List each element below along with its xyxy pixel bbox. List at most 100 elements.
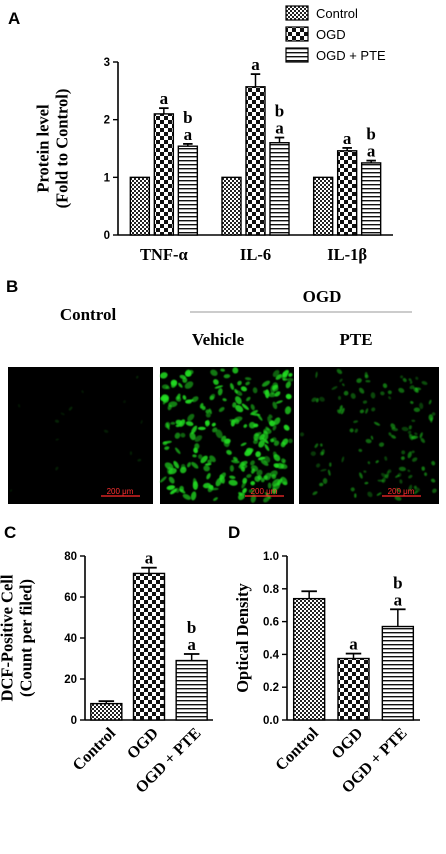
fluorescent-cell	[367, 491, 373, 498]
fluorescent-cell	[229, 465, 234, 472]
x-category-label: IL-6	[240, 245, 271, 264]
fluorescent-cell	[220, 435, 227, 443]
legend-swatch	[285, 26, 309, 42]
fluorescent-cell	[378, 442, 385, 447]
significance-label: a	[251, 55, 260, 74]
fluorescent-cell	[237, 380, 242, 386]
fluorescent-cell	[137, 458, 142, 462]
fluorescent-cell	[274, 463, 279, 468]
fluorescent-cell	[272, 425, 277, 431]
fluorescent-cell	[161, 384, 169, 390]
fluorescent-cell	[219, 474, 225, 484]
y-tick-label: 1.0	[263, 551, 279, 563]
fluorescent-cell	[164, 446, 170, 450]
bar	[337, 657, 370, 721]
fluorescent-cell	[189, 370, 194, 375]
fluorescent-cell	[197, 426, 206, 431]
y-tick-label: 60	[64, 592, 77, 604]
fluorescent-cell	[410, 401, 414, 404]
fluorescent-cell	[182, 395, 187, 400]
fluorescent-cell	[205, 409, 210, 414]
scale-bar-label: 200 μm	[388, 487, 415, 496]
significance-label: a	[343, 129, 352, 148]
fluorescent-cell	[242, 488, 247, 494]
fluorescent-cell	[263, 496, 270, 503]
fluorescent-cell	[250, 404, 255, 411]
micrograph-control: 200 μm	[8, 367, 153, 504]
fluorescent-cell	[271, 437, 277, 443]
fluorescent-cell	[329, 462, 332, 467]
fluorescent-cell	[358, 448, 363, 452]
fluorescent-cell	[316, 463, 321, 468]
fluorescent-cell	[415, 376, 419, 380]
fluorescent-cell	[300, 432, 304, 437]
fluorescent-cell	[273, 417, 281, 426]
fluorescent-cell	[354, 493, 357, 498]
fluorescent-cell	[272, 401, 278, 410]
fluorescent-cell	[339, 378, 343, 383]
fluorescent-cell	[409, 385, 415, 390]
y-tick-label: 0.4	[263, 649, 280, 661]
fluorescent-cell	[356, 378, 362, 383]
fluorescent-cell	[401, 450, 406, 455]
fluorescent-cell	[353, 420, 358, 423]
fluorescent-cell	[250, 460, 255, 466]
fluorescent-cell	[240, 442, 247, 447]
fluorescent-cell	[310, 451, 316, 456]
fluorescent-cell	[272, 385, 279, 392]
micrograph-vehicle: 200 μm	[159, 367, 294, 504]
significance-label: b	[275, 102, 284, 121]
fluorescent-cell	[388, 432, 392, 436]
fluorescent-cell	[408, 484, 413, 492]
fluorescent-cell	[182, 493, 191, 500]
fluorescent-cell	[250, 465, 259, 472]
fluorescent-cell	[390, 423, 396, 429]
fluorescent-cell	[260, 459, 269, 466]
fluorescent-cell	[246, 447, 253, 454]
significance-label: b	[366, 125, 375, 144]
y-axis-title: DCF-Positive Cell	[0, 574, 17, 701]
fluorescent-cell	[409, 381, 413, 384]
fluorescent-cell	[206, 473, 211, 480]
legend-swatch	[285, 47, 309, 63]
fluorescent-cell	[408, 378, 412, 382]
fluorescent-cell	[170, 379, 177, 386]
fluorescent-cell	[209, 393, 216, 401]
y-axis-title: Protein level	[34, 104, 53, 193]
fluorescent-cell	[234, 418, 240, 425]
fluorescent-cell	[174, 432, 181, 439]
fluorescent-cell	[187, 413, 195, 422]
fluorescent-cell	[223, 374, 231, 379]
fluorescent-cell	[136, 375, 139, 379]
chart-c: 0 20 40 60 80 DCF-Positive Cell (Count per fil…	[0, 549, 213, 797]
fluorescent-cell	[408, 474, 413, 479]
fluorescent-cell	[222, 398, 227, 402]
fluorescent-cell	[408, 425, 412, 430]
fluorescent-cell	[267, 416, 273, 425]
fluorescent-cell	[415, 387, 422, 391]
fluorescent-cell	[339, 405, 343, 412]
fluorescent-cell	[240, 386, 247, 392]
fluorescent-cell	[237, 492, 246, 501]
fluorescent-cell	[257, 456, 266, 461]
fluorescent-cell	[413, 485, 417, 489]
fluorescent-cell	[350, 393, 356, 399]
micrograph-control-image	[8, 367, 153, 504]
fluorescent-cell	[281, 458, 286, 463]
fluorescent-cell	[197, 454, 203, 460]
fluorescent-cell	[210, 369, 218, 377]
fluorescent-cell	[413, 407, 421, 413]
fluorescent-cell	[213, 497, 218, 501]
fluorescent-cell	[212, 427, 218, 433]
fluorescent-cell	[264, 389, 270, 399]
fluorescent-cell	[205, 420, 210, 426]
fluorescent-cell	[185, 421, 194, 427]
fluorescent-cell	[129, 451, 133, 456]
fluorescent-cell	[319, 396, 325, 402]
fluorescent-cell	[398, 466, 406, 472]
fluorescent-cell	[162, 441, 168, 446]
fluorescent-cell	[207, 459, 212, 464]
bar	[360, 162, 382, 236]
